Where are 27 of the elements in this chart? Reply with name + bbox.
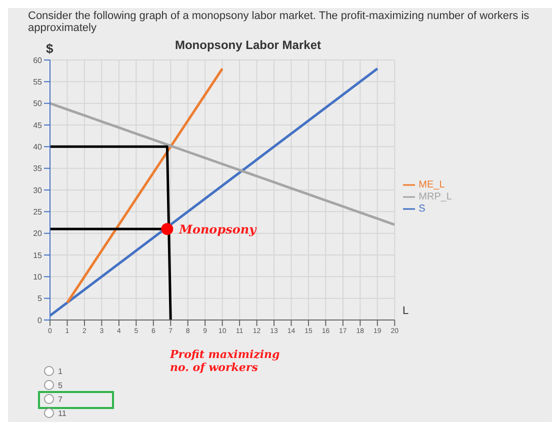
y-tick-label: 5 <box>38 294 43 304</box>
annotation: Monopsony <box>178 222 258 236</box>
text: 1 <box>58 366 62 376</box>
y-tick-label: 15 <box>33 250 43 260</box>
y-tick-label: 20 <box>33 229 43 238</box>
text: 5 <box>58 380 62 390</box>
text: 7 <box>58 394 62 404</box>
y-tick-label: 35 <box>33 164 43 174</box>
text: Profit maximizing no. of workers <box>170 348 281 374</box>
y-tick-label: 10 <box>33 272 43 282</box>
legend-label: S <box>418 204 426 215</box>
legend-label: MRP_L <box>418 192 452 203</box>
y-tick-label: 0 <box>38 316 43 325</box>
y-tick-label: 55 <box>33 78 43 87</box>
y-axis-title: $ <box>46 41 54 56</box>
chart-title: Monopsony Labor Market <box>174 38 321 52</box>
y-tick-label: 45 <box>33 120 43 130</box>
text: 11 <box>58 408 66 418</box>
y-tick-label: 60 <box>33 56 43 65</box>
y-tick-label: 25 <box>33 208 43 217</box>
text: Consider the following graph of a monopsony labor market. The profit-maximizing number of workers is approximately <box>27 9 530 34</box>
y-tick-label: 40 <box>33 142 43 152</box>
line-series <box>50 102 395 226</box>
y-tick-label: 30 <box>33 186 43 195</box>
y-tick-label: 50 <box>33 99 43 108</box>
x-axis-title: L <box>402 304 409 317</box>
legend-label: ME_L <box>418 180 445 191</box>
